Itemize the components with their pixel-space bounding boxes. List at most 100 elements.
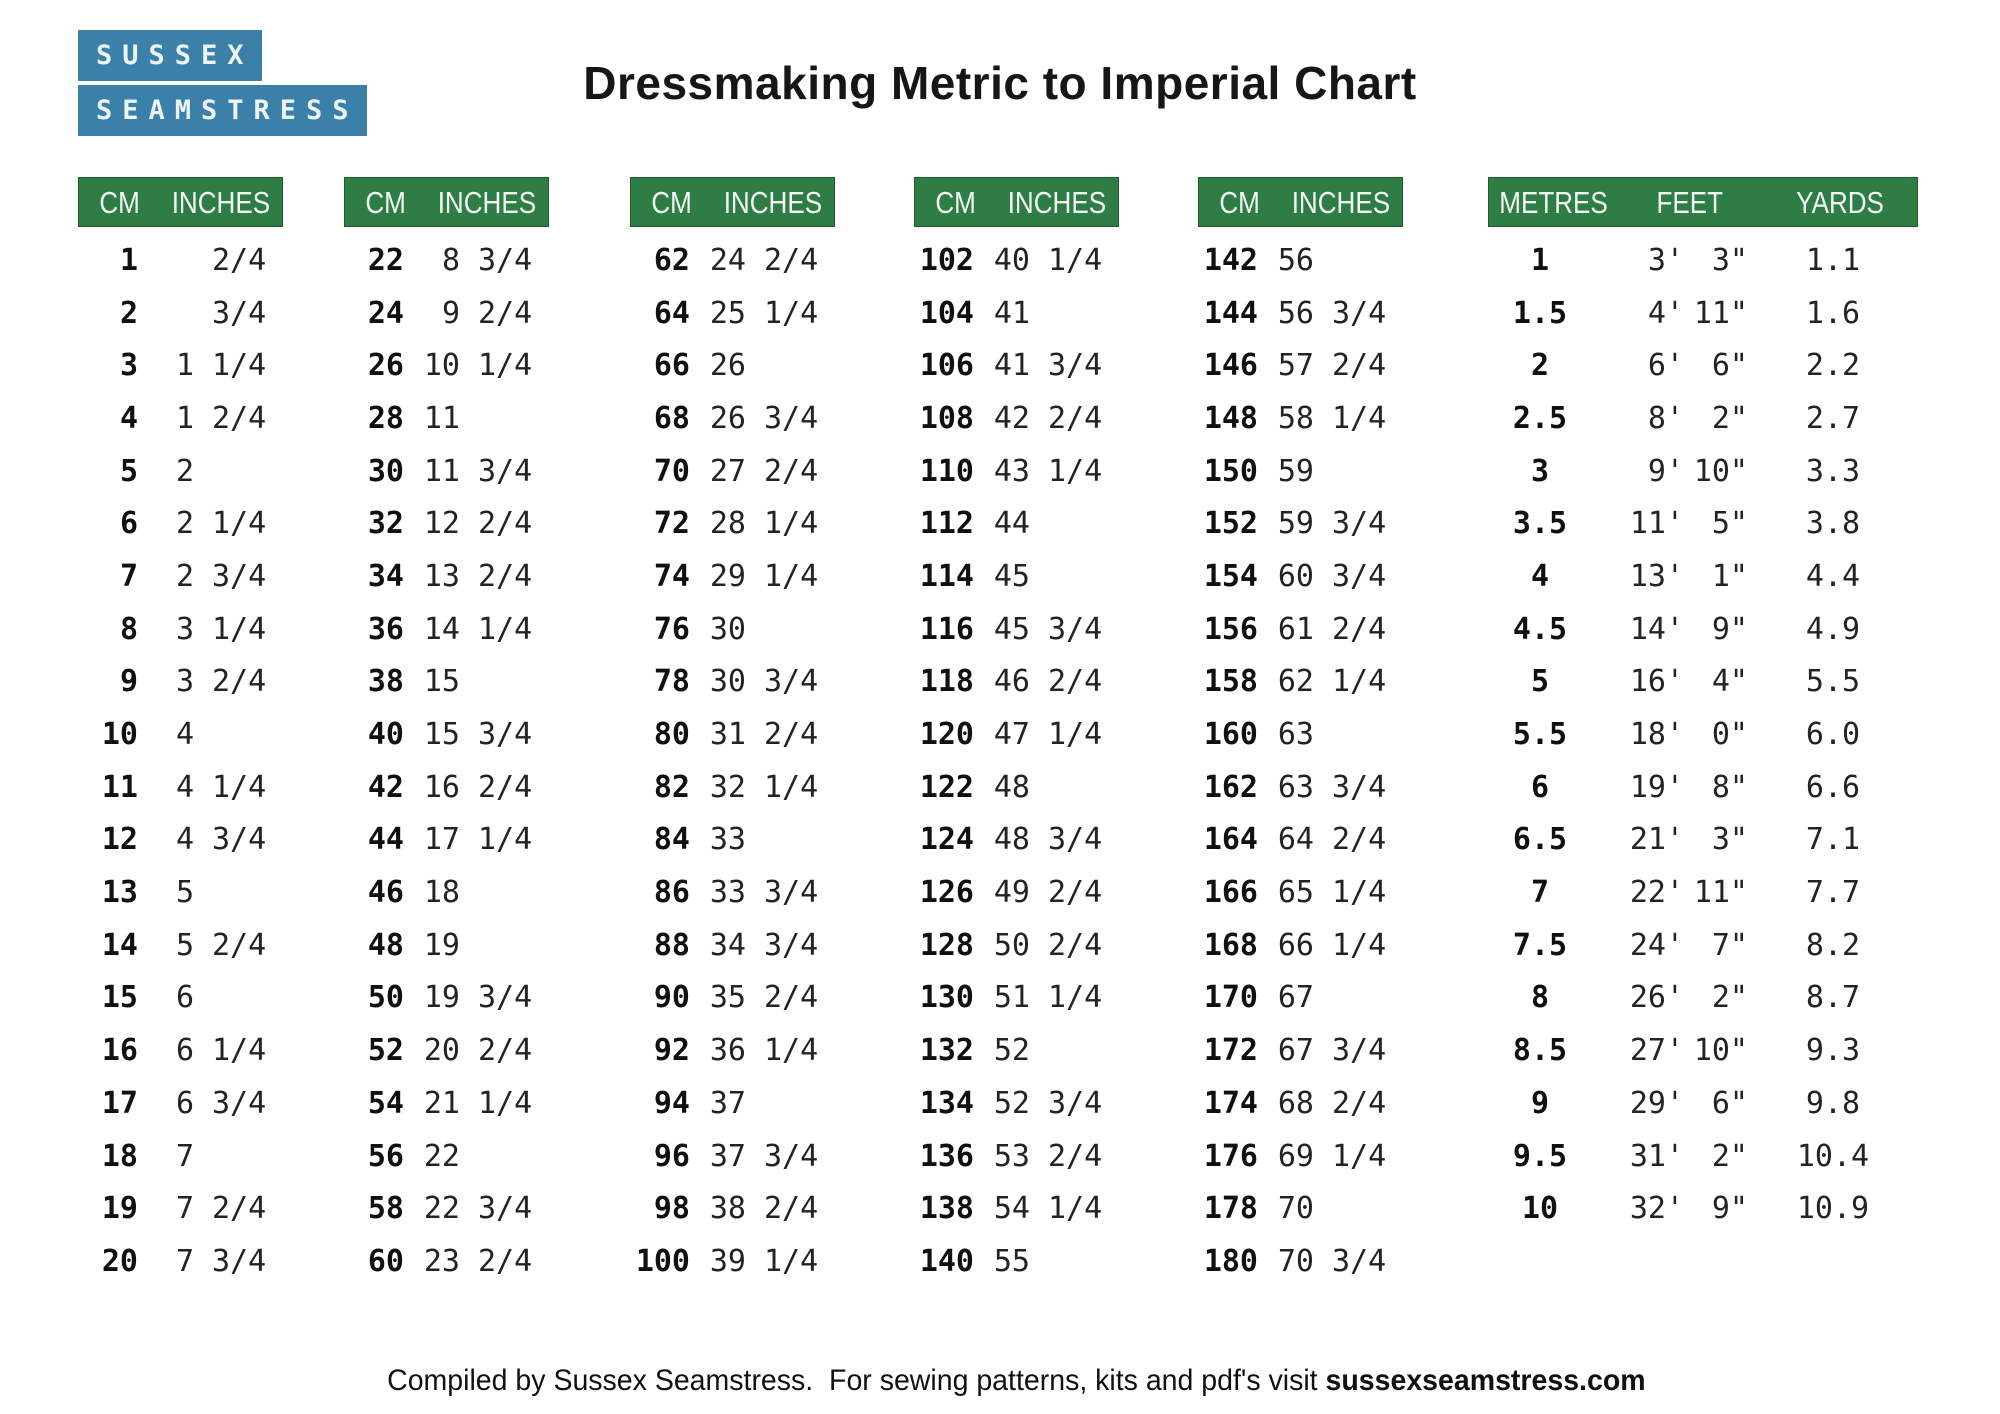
feet-inches-value: 10" bbox=[1693, 453, 1748, 489]
yards-value: 9.3 bbox=[1805, 1033, 1861, 1069]
cm-value: 162 bbox=[1203, 769, 1258, 805]
inches-whole: 3 bbox=[175, 664, 194, 700]
inches-whole: 6 bbox=[175, 980, 194, 1016]
cm-value: 24 bbox=[367, 295, 404, 331]
inches-whole: 24 bbox=[709, 242, 746, 278]
metres-value: 10 bbox=[1521, 1191, 1559, 1227]
feet-value: 16' bbox=[1629, 664, 1684, 700]
yards-value: 8.2 bbox=[1805, 927, 1861, 963]
yards-value: 2.7 bbox=[1805, 400, 1861, 436]
inches-fraction: 3/4 bbox=[478, 453, 533, 489]
feet-value: 11' bbox=[1629, 506, 1684, 542]
cm-value: 46 bbox=[367, 875, 404, 911]
inches-whole: 25 bbox=[709, 295, 746, 331]
inches-fraction: 2/4 bbox=[478, 1243, 533, 1279]
inches-whole: 40 bbox=[993, 242, 1030, 278]
metres-feet-yards-table: METRES FEET YARDS 1 3' 3" 1.1 1.5 4' 11" 1.6 2 6' 6" 2… bbox=[1488, 177, 1918, 1235]
cm-value: 134 bbox=[919, 1085, 974, 1121]
table-row: 9 3 2/4 bbox=[78, 656, 283, 709]
cm-inches-table-1: CM INCHES 1 2/4 2 3/4 3 1 1/4 4 1 2/4 5 2 6 2 1/4 7 2 3/4 8 3… bbox=[78, 177, 283, 1288]
cm-value: 170 bbox=[1203, 980, 1258, 1016]
table-row: 52 20 2/4 bbox=[344, 1024, 549, 1077]
table-row: 136 53 2/4 bbox=[914, 1130, 1119, 1183]
header-inches: INCHES bbox=[723, 184, 823, 220]
feet-value: 31' bbox=[1629, 1138, 1684, 1174]
table-row: 156 61 2/4 bbox=[1198, 603, 1403, 656]
cm-value: 112 bbox=[919, 506, 974, 542]
inches-fraction: 2/4 bbox=[478, 295, 533, 331]
cm-value: 136 bbox=[919, 1138, 974, 1174]
cm-value: 88 bbox=[653, 927, 690, 963]
table-row: 90 35 2/4 bbox=[630, 972, 835, 1025]
yards-value: 4.4 bbox=[1805, 558, 1861, 594]
inches-whole: 26 bbox=[709, 400, 746, 436]
table-row: 6 2 1/4 bbox=[78, 497, 283, 550]
cm-value: 142 bbox=[1203, 242, 1258, 278]
yards-value: 7.7 bbox=[1805, 875, 1861, 911]
table-row: 152 59 3/4 bbox=[1198, 497, 1403, 550]
cm-value: 38 bbox=[367, 664, 404, 700]
cm-value: 4 bbox=[119, 400, 138, 436]
inches-fraction: 2/4 bbox=[212, 242, 267, 278]
cm-value: 34 bbox=[367, 558, 404, 594]
inches-whole: 43 bbox=[993, 453, 1030, 489]
header-inches: INCHES bbox=[1007, 184, 1107, 220]
inches-whole: 5 bbox=[175, 927, 194, 963]
metres-value: 6.5 bbox=[1512, 822, 1568, 858]
feet-value: 19' bbox=[1629, 769, 1684, 805]
inches-whole: 33 bbox=[709, 822, 746, 858]
table-row: 26 10 1/4 bbox=[344, 339, 549, 392]
inches-whole: 30 bbox=[709, 611, 746, 647]
cm-value: 5 bbox=[119, 453, 138, 489]
feet-value: 6' bbox=[1647, 348, 1684, 384]
inches-whole: 5 bbox=[175, 875, 194, 911]
cm-value: 124 bbox=[919, 822, 974, 858]
table-row: 172 67 3/4 bbox=[1198, 1024, 1403, 1077]
yards-value: 6.0 bbox=[1805, 717, 1861, 753]
inches-whole: 6 bbox=[175, 1033, 194, 1069]
header-metres: METRES bbox=[1499, 184, 1608, 220]
inches-whole: 48 bbox=[993, 822, 1030, 858]
cm-value: 154 bbox=[1203, 558, 1258, 594]
feet-inches-value: 7" bbox=[1711, 927, 1748, 963]
table-row: 2.5 8' 2" 2.7 bbox=[1488, 392, 1918, 445]
footer-text-wrap: Compiled by Sussex Seamstress. For sewin… bbox=[387, 1364, 1645, 1398]
inches-fraction: 1/4 bbox=[212, 769, 267, 805]
table-row: 15 6 bbox=[78, 972, 283, 1025]
inches-whole: 2 bbox=[175, 558, 194, 594]
table-row: 58 22 3/4 bbox=[344, 1182, 549, 1235]
yards-value: 6.6 bbox=[1805, 769, 1861, 805]
cm-value: 84 bbox=[653, 822, 690, 858]
cm-value: 19 bbox=[101, 1191, 138, 1227]
table-row: 8 26' 2" 8.7 bbox=[1488, 972, 1918, 1025]
inches-whole: 21 bbox=[423, 1085, 460, 1121]
metres-value: 5.5 bbox=[1512, 717, 1568, 753]
inches-whole: 13 bbox=[423, 558, 460, 594]
cm-value: 26 bbox=[367, 348, 404, 384]
table-row: 5.5 18' 0" 6.0 bbox=[1488, 708, 1918, 761]
inches-whole: 8 bbox=[441, 242, 460, 278]
cm-value: 14 bbox=[101, 927, 138, 963]
table-header: METRES FEET YARDS bbox=[1488, 177, 1918, 227]
feet-inches-value: 3" bbox=[1711, 242, 1748, 278]
feet-inches-value: 5" bbox=[1711, 506, 1748, 542]
inches-whole: 23 bbox=[423, 1243, 460, 1279]
inches-whole: 67 bbox=[1277, 980, 1314, 1016]
inches-fraction: 3/4 bbox=[1048, 822, 1103, 858]
feet-value: 32' bbox=[1629, 1191, 1684, 1227]
inches-whole: 47 bbox=[993, 717, 1030, 753]
inches-whole: 46 bbox=[993, 664, 1030, 700]
inches-whole: 4 bbox=[175, 822, 194, 858]
inches-fraction: 3/4 bbox=[212, 1243, 267, 1279]
table-row: 154 60 3/4 bbox=[1198, 550, 1403, 603]
table-row: 162 63 3/4 bbox=[1198, 761, 1403, 814]
table-row: 94 37 bbox=[630, 1077, 835, 1130]
inches-whole: 53 bbox=[993, 1138, 1030, 1174]
table-row: 128 50 2/4 bbox=[914, 919, 1119, 972]
cm-value: 52 bbox=[367, 1033, 404, 1069]
table-row: 148 58 1/4 bbox=[1198, 392, 1403, 445]
cm-value: 7 bbox=[119, 558, 138, 594]
cm-value: 68 bbox=[653, 400, 690, 436]
cm-value: 70 bbox=[653, 453, 690, 489]
feet-inches-value: 0" bbox=[1711, 717, 1748, 753]
